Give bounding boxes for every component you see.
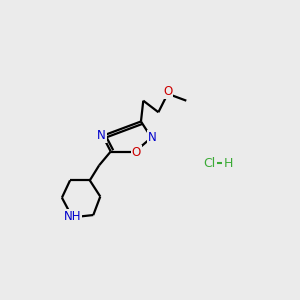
Text: H: H xyxy=(224,157,233,169)
Text: NH: NH xyxy=(64,210,81,223)
Text: N: N xyxy=(148,131,157,144)
Text: N: N xyxy=(97,129,106,142)
Text: O: O xyxy=(163,85,172,98)
Text: O: O xyxy=(132,146,141,159)
Text: Cl: Cl xyxy=(203,157,216,169)
